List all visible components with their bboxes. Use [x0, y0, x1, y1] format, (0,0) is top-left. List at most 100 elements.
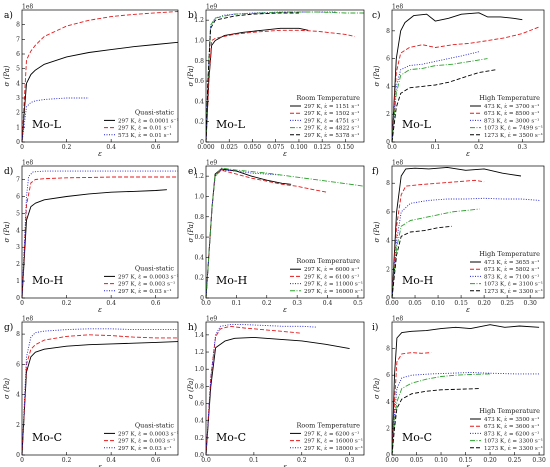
- y-multiplier: 1e9: [206, 316, 217, 323]
- series-line-5: [206, 12, 299, 142]
- y-axis-label: σ (Pa): [3, 378, 11, 399]
- y-tick-label: 6: [16, 361, 20, 368]
- series-line-3: [392, 197, 540, 298]
- legend-entry: 1273 K, ε̇ = 3300 s⁻¹: [484, 445, 543, 452]
- x-tick-label: 0.2: [262, 300, 272, 307]
- y-tick-label: 0.8: [194, 58, 204, 65]
- legend-entry: 297 K, ε̇ = 6000 s⁻¹: [304, 266, 359, 273]
- legend-entry: 1073 K, ε̇ = 7499 s⁻¹: [484, 125, 543, 132]
- x-tick-label: 0.0: [201, 457, 211, 464]
- y-tick-label: 1.0: [194, 193, 204, 200]
- y-tick-label: 1.2: [194, 17, 204, 24]
- y-tick-label: 0.0: [194, 452, 204, 459]
- y-tick-label: 6: [386, 209, 390, 216]
- legend-entry: 1273 K, ε̇ = 3500 s⁻¹: [484, 132, 543, 139]
- legend-title: High Temperature: [479, 407, 540, 415]
- legend-entry: 473 K, ε̇ = 3700 s⁻¹: [484, 103, 539, 110]
- panel-label: c): [372, 10, 381, 21]
- x-tick-label: 0.2: [62, 300, 72, 307]
- series-group: [392, 166, 540, 298]
- legend-entry: 297 K, ε̇ = 0.03 s⁻¹: [118, 288, 172, 295]
- series-line-5: [392, 225, 452, 298]
- panel-label: i): [372, 322, 378, 333]
- y-tick-label: 4: [386, 399, 390, 406]
- legend-entry: 1073 K, ε̇ = 3100 s⁻¹: [484, 281, 543, 288]
- x-tick-label: 0.00: [385, 300, 399, 307]
- series-group: [22, 170, 178, 298]
- legend-entry: 473 K, ε̇ = 3655 s⁻¹: [484, 259, 539, 266]
- series-line-2: [392, 352, 432, 455]
- y-multiplier: 1e8: [22, 4, 33, 11]
- x-tick-label: 0: [20, 457, 24, 464]
- x-axis-label: ε: [283, 306, 287, 314]
- y-tick-label: 4: [16, 227, 20, 234]
- y-tick-label: 2: [16, 261, 20, 268]
- x-tick-label: 0.30: [532, 457, 546, 464]
- legend-entry: 297 K, ε̇ = 0.0003 s⁻¹: [118, 430, 179, 437]
- material-label: Mo-L: [216, 118, 246, 131]
- y-axis-label: σ (Pa): [373, 65, 381, 86]
- y-tick-label: 1.2: [194, 173, 204, 180]
- y-tick-label: 0.6: [194, 78, 204, 85]
- axes-frame: [391, 321, 545, 456]
- legend-entry: 573 K, ε̇ = 0.01 s⁻¹: [118, 132, 172, 139]
- series-line-2: [392, 179, 485, 298]
- x-tick-label: 0.1: [232, 300, 242, 307]
- y-tick-label: 0: [386, 452, 390, 459]
- x-tick-label: 0.4: [323, 300, 333, 307]
- legend-entry: 297 K, ε̇ = 11000 s⁻¹: [304, 281, 363, 288]
- y-tick-label: 0.2: [194, 119, 204, 126]
- panel-label: f): [372, 166, 379, 177]
- x-axis-label: ε: [283, 150, 287, 158]
- series-line-2: [206, 29, 355, 142]
- series-line-2: [22, 11, 178, 142]
- legend-entry: 873 K, ε̇ = 7100 s⁻¹: [484, 273, 539, 280]
- x-tick-label: 0.000: [197, 144, 214, 151]
- series-group: [22, 328, 178, 455]
- material-label: Mo-C: [216, 431, 246, 444]
- x-tick-label: 0.2: [474, 144, 484, 151]
- y-tick-label: 6: [386, 56, 390, 63]
- y-tick-label: 4: [16, 392, 20, 399]
- panel-i: i) 0.00 0.05 0.10 0.15 0.20 0.25 0.30 0 2 4 6 8 1e8 ε σ…: [372, 316, 546, 467]
- series-line-4: [392, 208, 480, 298]
- series-line-3: [392, 51, 480, 142]
- x-tick-label: 0: [20, 300, 24, 307]
- legend-title: Quasi-static: [135, 264, 175, 272]
- y-multiplier: 1e8: [392, 160, 403, 167]
- panel-b: b) 0.000 0.025 0.050 0.075 0.100 0.125 0.150 0 0.…: [187, 4, 365, 158]
- series-line-4: [392, 58, 488, 142]
- series-line-5: [392, 69, 497, 142]
- series-line-2: [22, 334, 178, 455]
- y-tick-label: 1: [16, 278, 20, 285]
- x-tick-label: 0.2: [297, 457, 307, 464]
- y-multiplier: 1e8: [392, 316, 403, 323]
- x-axis-label: ε: [466, 463, 470, 467]
- y-tick-label: 2: [16, 110, 20, 117]
- x-tick-label: 0.10: [431, 300, 445, 307]
- y-tick-label: 2: [386, 425, 390, 432]
- x-tick-label: 0.00: [385, 457, 399, 464]
- y-axis-label: σ (Pa): [373, 221, 381, 242]
- y-tick-label: 2: [386, 111, 390, 118]
- axes-frame: [205, 9, 365, 143]
- panel-f: f) 0.00 0.05 0.10 0.15 0.20 0.25 0.30 0 2 4 6 8 1e8 ε σ…: [372, 160, 545, 314]
- x-tick-label: 0.6: [151, 144, 161, 151]
- x-tick-label: 0.6: [151, 457, 161, 464]
- y-axis-label: σ (Pa): [373, 378, 381, 399]
- y-tick-label: 5: [16, 66, 20, 73]
- y-tick-label: 8: [386, 346, 390, 353]
- series-line-3: [22, 328, 178, 455]
- y-tick-label: 0.6: [194, 234, 204, 241]
- y-axis-label: σ (Pa): [3, 65, 11, 86]
- material-label: Mo-L: [32, 118, 62, 131]
- x-tick-label: 0.20: [477, 300, 491, 307]
- x-tick-label: 0.1: [431, 144, 441, 151]
- y-axis-label: σ (Pa): [3, 221, 11, 242]
- legend-entry: 673 K, ε̇ = 3600 s⁻¹: [484, 423, 539, 430]
- legend-entry: 1273 K, ε̇ = 3300 s⁻¹: [484, 288, 543, 295]
- y-tick-label: 0: [386, 295, 390, 302]
- x-tick-label: 0.15: [459, 457, 473, 464]
- legend-entry: 297 K, ε̇ = 1151 s⁻¹: [304, 103, 359, 110]
